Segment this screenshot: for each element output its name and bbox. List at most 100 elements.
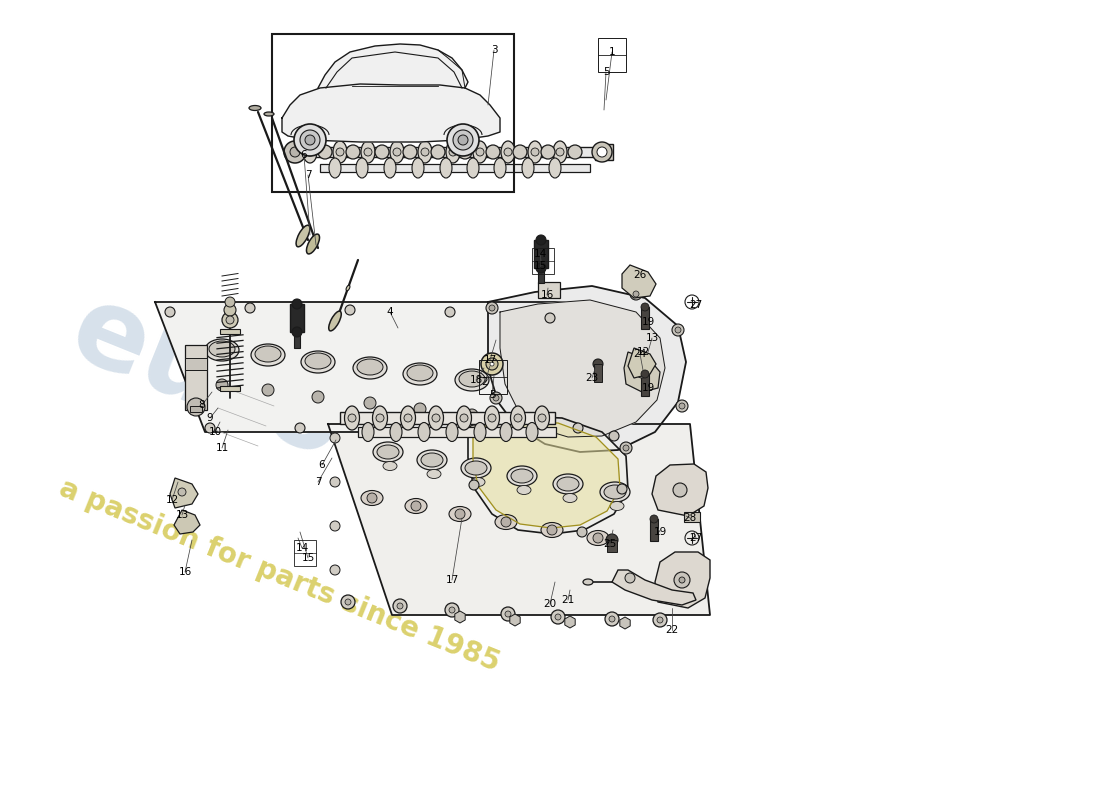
Ellipse shape [563, 494, 578, 502]
Circle shape [393, 148, 402, 156]
Circle shape [290, 147, 300, 157]
Bar [340, 412, 556, 424]
Text: 27: 27 [690, 300, 703, 310]
Circle shape [284, 141, 306, 163]
Circle shape [458, 135, 468, 145]
Circle shape [547, 525, 557, 535]
Ellipse shape [553, 141, 566, 163]
Circle shape [641, 303, 649, 311]
Polygon shape [282, 84, 500, 142]
Bar [650, 519, 658, 541]
Ellipse shape [329, 158, 341, 178]
Circle shape [376, 414, 384, 422]
Polygon shape [170, 478, 198, 508]
Bar [595, 144, 613, 160]
Text: 15: 15 [301, 553, 315, 563]
Bar [294, 332, 300, 348]
Circle shape [593, 533, 603, 543]
Bar [320, 164, 590, 172]
Circle shape [486, 145, 500, 159]
Circle shape [623, 445, 629, 451]
Circle shape [593, 359, 603, 369]
Circle shape [679, 577, 685, 583]
Ellipse shape [251, 344, 285, 366]
Circle shape [393, 599, 407, 613]
Bar [598, 38, 626, 72]
Circle shape [458, 145, 472, 159]
Ellipse shape [390, 422, 402, 442]
Circle shape [653, 613, 667, 627]
Text: 23: 23 [585, 373, 598, 383]
Ellipse shape [417, 450, 447, 470]
Circle shape [488, 414, 496, 422]
Circle shape [556, 148, 564, 156]
Ellipse shape [209, 341, 235, 357]
Circle shape [551, 610, 565, 624]
Text: 25: 25 [604, 539, 617, 549]
Circle shape [446, 307, 455, 317]
Circle shape [460, 414, 467, 422]
Ellipse shape [500, 141, 515, 163]
Ellipse shape [541, 522, 563, 538]
Ellipse shape [353, 357, 387, 379]
Circle shape [205, 423, 214, 433]
Bar [532, 248, 554, 274]
Text: 26: 26 [634, 270, 647, 280]
Bar [185, 345, 207, 410]
Polygon shape [454, 611, 465, 623]
Ellipse shape [358, 359, 383, 375]
Text: 5: 5 [603, 67, 609, 77]
Circle shape [421, 148, 429, 156]
Polygon shape [612, 570, 696, 605]
Circle shape [609, 431, 619, 441]
Circle shape [536, 235, 546, 245]
Ellipse shape [390, 141, 404, 163]
Bar [538, 282, 560, 298]
Polygon shape [628, 348, 656, 378]
Circle shape [226, 316, 234, 324]
Circle shape [486, 302, 498, 314]
Text: 12: 12 [637, 347, 650, 357]
Ellipse shape [449, 506, 471, 522]
Text: 15: 15 [534, 261, 547, 271]
Text: 20: 20 [543, 599, 557, 609]
Ellipse shape [384, 158, 396, 178]
Text: 13: 13 [175, 510, 188, 520]
Ellipse shape [403, 363, 437, 385]
Circle shape [593, 145, 607, 159]
Circle shape [606, 534, 618, 546]
Bar [538, 268, 544, 283]
Circle shape [222, 312, 238, 328]
Circle shape [178, 488, 186, 496]
Polygon shape [468, 416, 628, 534]
Circle shape [568, 145, 582, 159]
Circle shape [592, 142, 612, 162]
Circle shape [449, 607, 455, 613]
Circle shape [469, 480, 478, 490]
Text: 17: 17 [446, 575, 459, 585]
Ellipse shape [255, 346, 280, 362]
Circle shape [513, 145, 527, 159]
Ellipse shape [583, 579, 593, 585]
Circle shape [262, 384, 274, 396]
Circle shape [573, 423, 583, 433]
Circle shape [674, 572, 690, 588]
Circle shape [476, 148, 484, 156]
Text: 14: 14 [534, 249, 547, 259]
Circle shape [500, 607, 515, 621]
Circle shape [414, 403, 426, 415]
Ellipse shape [264, 112, 274, 116]
Ellipse shape [510, 406, 526, 430]
Text: euroParts: euroParts [55, 275, 663, 605]
Circle shape [490, 362, 494, 366]
Bar [295, 147, 605, 157]
Circle shape [364, 148, 372, 156]
Ellipse shape [307, 234, 319, 254]
Bar [272, 34, 514, 192]
Polygon shape [654, 552, 710, 608]
Text: 14: 14 [296, 543, 309, 553]
Circle shape [594, 146, 606, 158]
Circle shape [403, 145, 417, 159]
Circle shape [431, 145, 446, 159]
Circle shape [504, 148, 512, 156]
